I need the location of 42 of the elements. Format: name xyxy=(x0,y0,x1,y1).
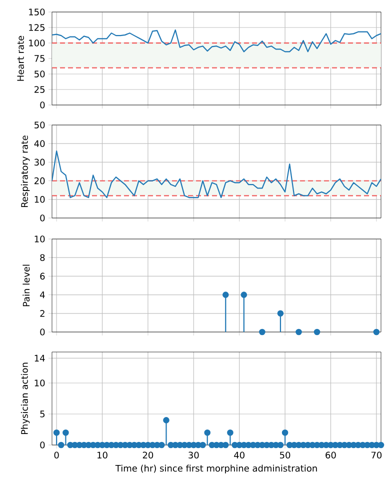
y-axis-title: Physician action xyxy=(20,362,30,434)
x-tick-label: 20 xyxy=(142,452,154,458)
y-tick-label: 30 xyxy=(34,158,45,166)
y-axis-title: Heart rate xyxy=(17,36,24,81)
point xyxy=(259,328,266,336)
x-tick-label: 30 xyxy=(188,452,199,458)
point xyxy=(296,328,302,336)
y-tick-label: 125 xyxy=(29,24,45,31)
y-tick-label: 100 xyxy=(29,40,45,46)
point xyxy=(222,292,229,298)
y-tick-label: 6 xyxy=(40,272,45,280)
y-tick-label: 50 xyxy=(34,70,45,78)
y-tick-label: 14 xyxy=(34,354,45,362)
x-tick-label: 40 xyxy=(234,452,244,458)
y-tick-label: 10 xyxy=(34,236,45,242)
x-tick-label: 10 xyxy=(98,452,108,458)
y-tick-label: 0 xyxy=(40,214,45,222)
y-tick-label: 8 xyxy=(40,254,45,261)
y-axis-title: Pain level xyxy=(22,264,30,306)
point xyxy=(277,310,284,317)
y-tick-label: 20 xyxy=(34,177,45,184)
y-tick-label: 0 xyxy=(40,442,45,448)
y-tick-label: 0 xyxy=(40,328,45,336)
y-tick-label: 4 xyxy=(40,292,45,298)
y-tick-label: 40 xyxy=(34,140,45,147)
point xyxy=(240,292,248,298)
y-tick-label: 5 xyxy=(40,410,45,418)
y-tick-label: 0 xyxy=(40,102,45,108)
point xyxy=(314,328,320,336)
y-tick-label: 50 xyxy=(34,122,45,128)
y-tick-label: 10 xyxy=(34,196,45,203)
y-tick-label: 150 xyxy=(29,8,45,16)
x-tick-label: 70 xyxy=(371,452,382,458)
x-tick-label: 0 xyxy=(54,452,59,458)
x-axis-title: Time (hr) since first morphine administration xyxy=(115,464,317,474)
y-tick-label: 25 xyxy=(34,86,45,93)
y-tick-label: 10 xyxy=(34,380,45,386)
x-tick-label: 60 xyxy=(326,452,336,458)
y-tick-label: 75 xyxy=(34,55,45,62)
y-tick-label: 2 xyxy=(40,310,44,317)
y-axis-title: Respiratory rate xyxy=(20,136,30,207)
x-tick-label: 50 xyxy=(280,452,290,458)
